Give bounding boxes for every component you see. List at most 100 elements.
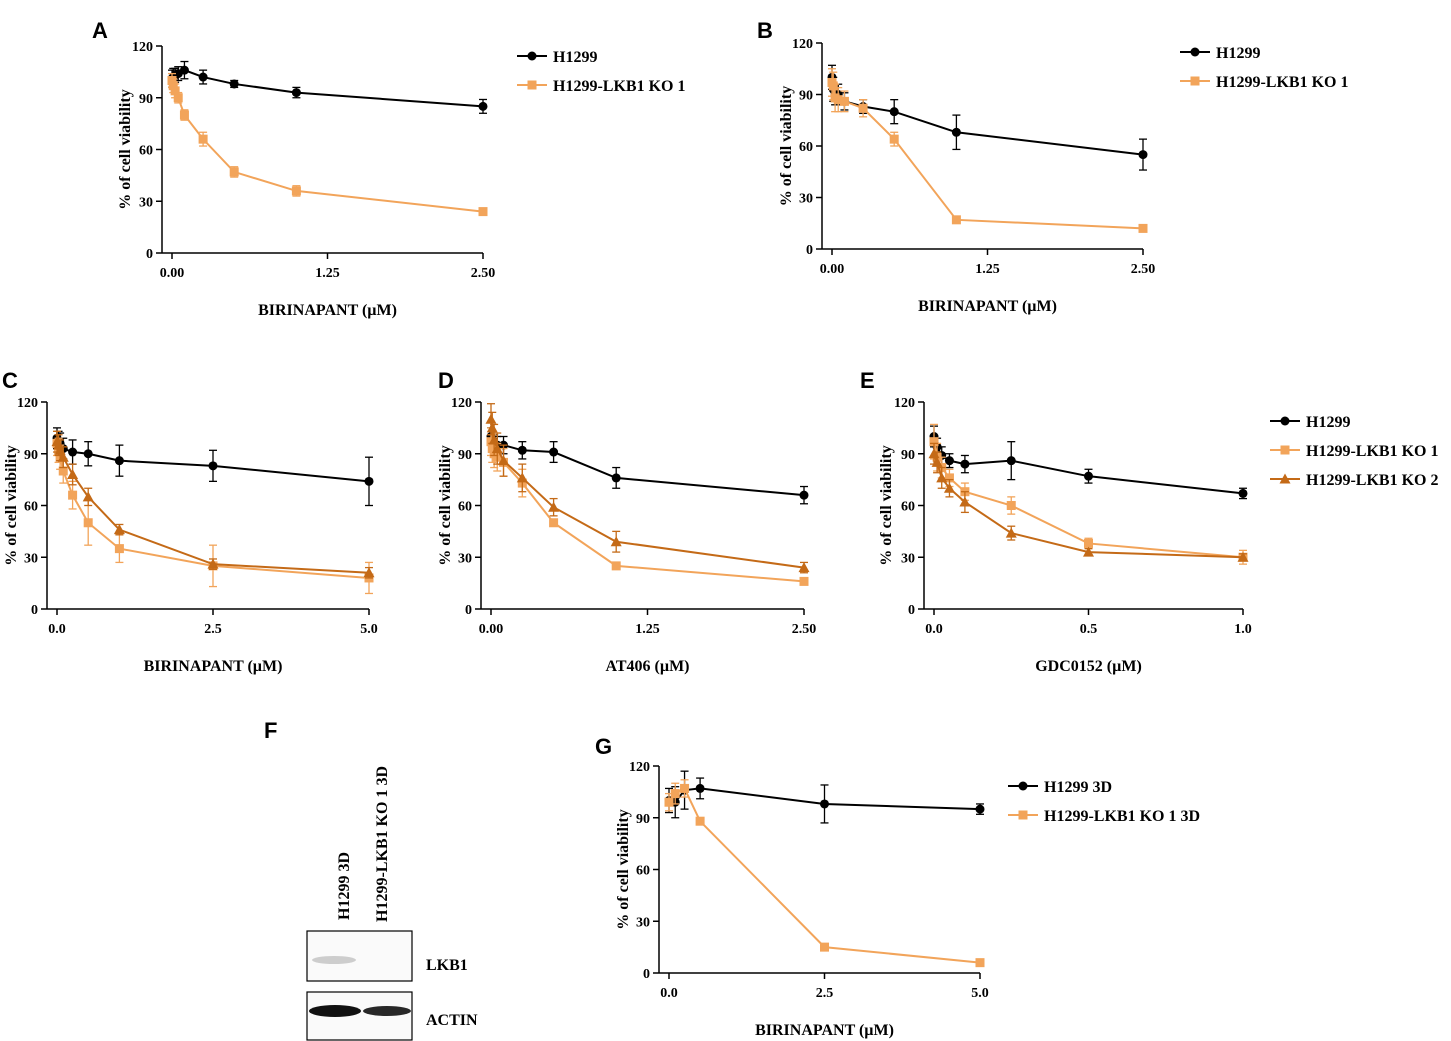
x-tick-label-a: 1.25 <box>315 266 340 281</box>
y-tick-label-a: 60 <box>139 144 153 159</box>
panel-label-f: F <box>264 718 277 743</box>
data-point-triangle <box>1005 527 1017 538</box>
y-tick-label-d: 60 <box>458 500 472 515</box>
data-point-square <box>820 942 829 952</box>
legend-label: H1299-LKB1 KO 1 <box>1216 74 1348 91</box>
data-point-triangle <box>491 443 503 454</box>
x-tick-label-e: 0.5 <box>1080 622 1098 637</box>
series-d-3 <box>485 403 810 574</box>
y-axis-title-g: % of cell viability <box>615 809 632 929</box>
data-point-triangle <box>931 456 943 467</box>
x-tick-label-c: 0.0 <box>48 622 66 637</box>
data-point-square <box>611 561 621 571</box>
blot-band-actin-lane2 <box>363 1006 411 1016</box>
series-b-2 <box>827 68 1148 233</box>
data-point-triangle <box>67 468 79 479</box>
blot-row-label-actin: ACTIN <box>426 1012 478 1029</box>
series-line-b-1 <box>831 77 1144 156</box>
y-tick-label-e: 0 <box>908 603 915 618</box>
data-point-square <box>695 816 705 826</box>
panel-label-g: G <box>595 734 612 759</box>
data-point-circle <box>960 459 970 469</box>
y-tick-label-e: 30 <box>901 551 915 566</box>
y-tick-label-d: 0 <box>465 603 472 618</box>
x-tick-label-e: 1.0 <box>1234 622 1252 637</box>
blot-lane-label-2: H1299-LKB1 KO 1 3D <box>374 766 391 922</box>
data-point-circle <box>611 473 621 483</box>
y-tick-label-g: 90 <box>636 812 650 827</box>
series-line-b-2 <box>831 82 1144 230</box>
x-tick-label-d: 2.50 <box>792 622 817 637</box>
y-tick-label-c: 90 <box>24 448 38 463</box>
data-point-square <box>1084 538 1093 548</box>
legend-marker-circle <box>1190 47 1200 57</box>
data-point-triangle <box>57 451 69 462</box>
data-point-square <box>929 437 939 447</box>
data-point-circle <box>1006 456 1016 466</box>
data-point-circle <box>83 449 93 459</box>
data-point-circle <box>975 804 985 814</box>
x-tick-label-g: 2.5 <box>816 986 834 1001</box>
data-point-triangle <box>516 472 528 483</box>
x-tick-label-c: 2.5 <box>204 622 222 637</box>
x-tick-label-b: 0.00 <box>820 262 845 277</box>
data-point-circle <box>208 461 218 471</box>
x-axis-title-c: BIRINAPANT (µM) <box>144 658 283 675</box>
data-point-square <box>198 134 208 144</box>
x-tick-label-a: 2.50 <box>471 266 496 281</box>
data-point-triangle <box>1237 551 1249 562</box>
data-point-triangle <box>486 422 498 433</box>
series-line-d-3 <box>490 419 805 569</box>
series-c-1 <box>52 427 374 507</box>
y-tick-label-d: 30 <box>458 551 472 566</box>
data-point-circle <box>517 445 527 455</box>
data-point-triangle <box>207 558 219 569</box>
data-point-triangle <box>798 562 810 573</box>
data-point-square <box>58 466 68 476</box>
series-line-d-1 <box>490 436 805 497</box>
x-axis-title-a: BIRINAPANT (µM) <box>258 302 397 319</box>
panel-label-c: C <box>2 368 18 393</box>
y-axis-title-c: % of cell viability <box>3 445 20 565</box>
data-point-square <box>291 186 301 196</box>
data-point-triangle <box>943 482 955 493</box>
chart-panel-g: G 0 30 60 90 120 0.0 2.5 5.0 BIRINAPANT (µM) % of … <box>595 734 1200 1039</box>
data-point-square <box>179 110 189 120</box>
data-point-square <box>889 134 899 144</box>
data-point-square <box>114 544 124 554</box>
data-point-circle <box>179 65 189 75</box>
data-point-circle <box>549 447 559 457</box>
data-point-circle <box>695 783 705 793</box>
legend-e: H1299 H1299-LKB1 KO 1 H1299-LKB1 KO 2 <box>1270 414 1438 489</box>
series-line-a-2 <box>171 80 484 213</box>
data-point-circle <box>68 447 78 457</box>
data-point-square <box>229 167 239 177</box>
chart-panel-c: C 0 30 60 90 120 0.0 2.5 5.0 BIRINAPANT (µM) % of … <box>2 368 378 675</box>
blot-lane-label-1: H1299 3D <box>336 852 353 920</box>
data-point-square <box>478 207 488 217</box>
x-tick-label-b: 1.25 <box>975 262 1000 277</box>
y-tick-label-b: 0 <box>806 243 813 258</box>
data-point-square <box>170 86 180 96</box>
data-point-square <box>799 576 809 586</box>
y-axis-title-b: % of cell viability <box>778 86 795 206</box>
data-point-circle <box>944 456 954 466</box>
y-tick-label-a: 90 <box>139 92 153 107</box>
y-tick-label-g: 120 <box>629 760 650 775</box>
legend-marker-circle <box>527 51 537 61</box>
data-point-square <box>1138 223 1148 233</box>
data-point-circle <box>198 72 208 82</box>
legend-marker-square <box>1190 76 1200 86</box>
data-point-circle <box>799 490 809 500</box>
data-point-square <box>487 444 497 454</box>
y-tick-label-g: 30 <box>636 915 650 930</box>
series-line-e-1 <box>933 436 1244 495</box>
y-tick-label-c: 120 <box>17 396 38 411</box>
data-point-triangle <box>1083 546 1094 557</box>
legend-a: H1299 H1299-LKB1 KO 1 <box>517 49 685 95</box>
series-e-1 <box>929 425 1248 500</box>
x-tick-label-g: 0.0 <box>660 986 678 1001</box>
data-point-triangle <box>936 472 948 483</box>
y-tick-label-c: 60 <box>24 500 38 515</box>
